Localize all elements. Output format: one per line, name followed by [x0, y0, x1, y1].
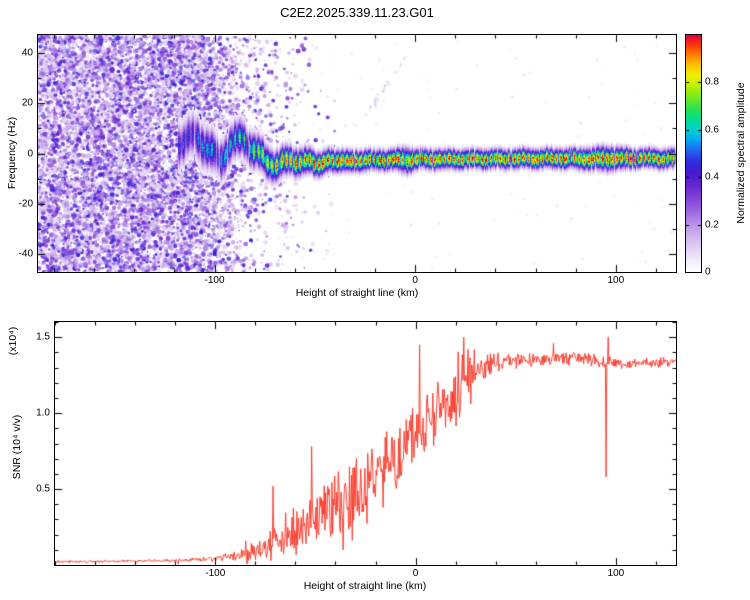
colorbar-tick-label: 0.8: [705, 76, 719, 88]
top-y-tick-label: -40: [18, 248, 33, 260]
top-x-axis-label: Height of straight line (km): [295, 287, 419, 299]
bottom-y-tick-label: 0.5: [36, 483, 50, 495]
bottom-x-tick-label: 100: [607, 568, 625, 579]
top-y-tick-label: 20: [21, 97, 33, 109]
colorbar-canvas: [686, 35, 701, 272]
top-y-tick-label: 0: [27, 148, 33, 159]
bottom-y-axis-scale-label: (x10⁴): [7, 326, 19, 356]
bottom-y-tick-label: 1.0: [36, 407, 50, 419]
colorbar-label: Normalized spectral amplitude: [735, 82, 747, 224]
colorbar-tick-label: 0: [705, 266, 711, 278]
snr-frame: [54, 321, 677, 566]
colorbar-tick-label: 0.6: [705, 124, 719, 136]
spectrogram-frame: [37, 34, 677, 273]
top-y-tick-label: 40: [21, 47, 33, 59]
top-y-axis-label: Frequency (Hz): [6, 116, 18, 190]
bottom-y-tick-label: 1.5: [36, 331, 50, 343]
bottom-x-axis-label: Height of straight line (km): [303, 580, 427, 592]
colorbar-tick-label: 0.4: [705, 171, 719, 183]
top-x-tick-label: -100: [204, 275, 225, 286]
bottom-x-tick-label: 0: [412, 568, 419, 579]
colorbar-frame: [685, 34, 702, 273]
bottom-x-tick-label: -100: [205, 568, 226, 579]
snr-canvas: [55, 322, 676, 565]
spectrogram-canvas: [38, 35, 676, 272]
top-x-tick-label: 100: [607, 275, 625, 286]
top-y-tick-label: -20: [18, 198, 33, 210]
plot-title: C2E2.2025.339.11.23.G01: [280, 5, 434, 20]
bottom-y-axis-label: SNR (10⁴ v/v): [11, 414, 23, 480]
top-x-tick-label: 0: [412, 275, 418, 286]
colorbar-tick-label: 0.2: [705, 219, 719, 231]
